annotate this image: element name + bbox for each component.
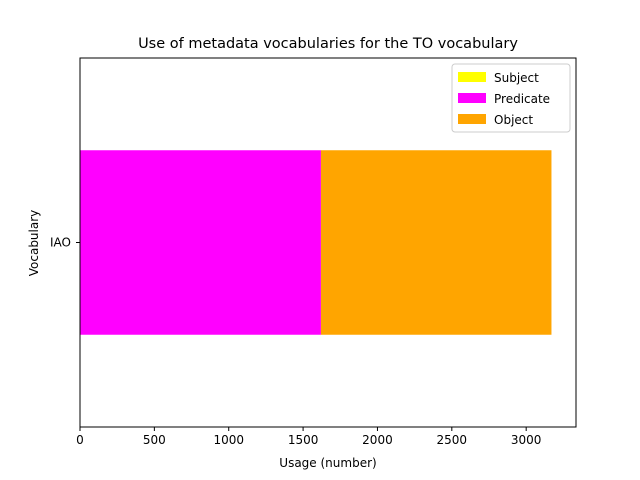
legend-swatch-object	[458, 114, 486, 124]
legend-label-object: Object	[494, 113, 533, 127]
bars-layer	[80, 150, 552, 335]
x-tick-label: 0	[76, 433, 84, 447]
bar-object-iao	[320, 150, 552, 335]
x-tick-label: 3000	[511, 433, 542, 447]
x-tick-label: 1000	[213, 433, 244, 447]
legend-label-predicate: Predicate	[494, 92, 550, 106]
legend: Subject Predicate Object	[451, 63, 571, 133]
legend-swatch-predicate	[458, 93, 486, 103]
x-axis-label: Usage (number)	[279, 456, 376, 470]
y-tick-label: IAO	[50, 236, 71, 250]
x-tick-label: 1500	[288, 433, 319, 447]
x-tick-label: 2000	[362, 433, 393, 447]
x-axis-ticks: 0 500 1000 1500 2000 2500 3000	[76, 427, 541, 447]
x-tick-label: 500	[143, 433, 166, 447]
legend-label-subject: Subject	[494, 71, 539, 85]
legend-swatch-subject	[458, 72, 486, 82]
y-axis-label: Vocabulary	[27, 210, 41, 277]
chart-title: Use of metadata vocabularies for the TO …	[138, 36, 518, 52]
bar-predicate-iao	[80, 150, 321, 335]
y-axis-ticks: IAO	[50, 236, 80, 250]
x-tick-label: 2500	[437, 433, 468, 447]
